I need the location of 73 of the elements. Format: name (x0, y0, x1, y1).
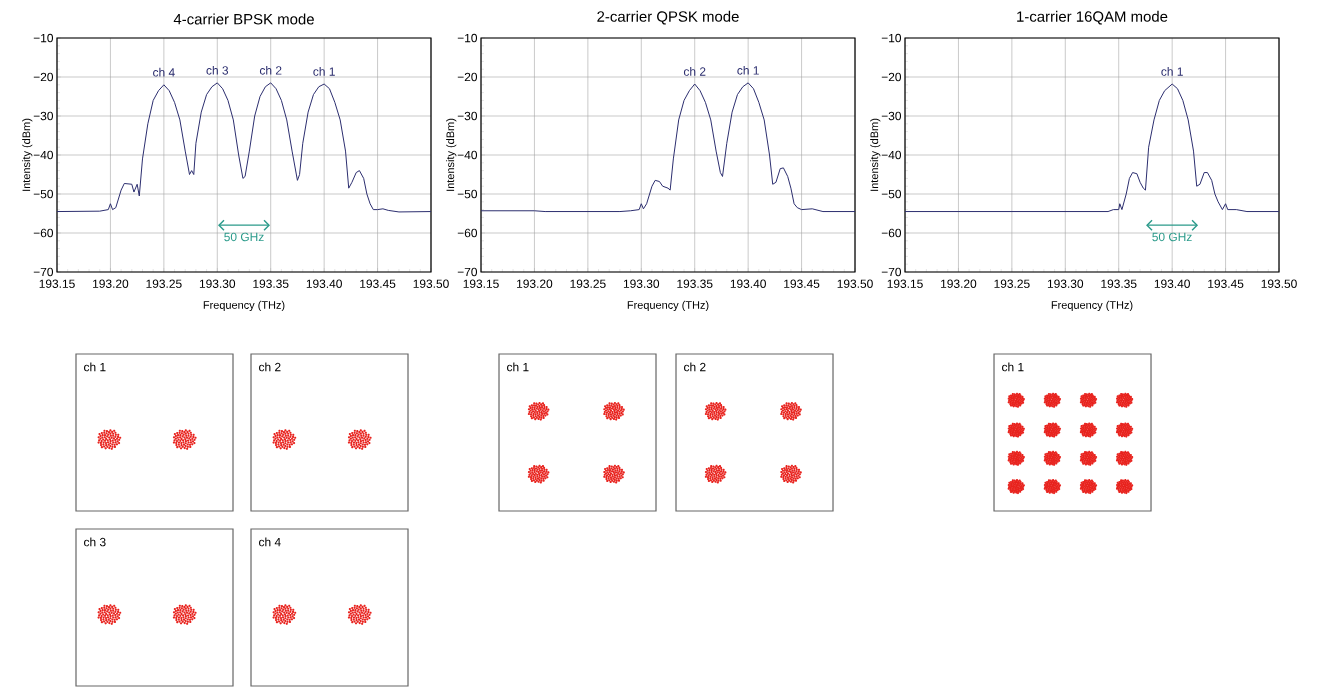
y-axis-title: Intensity (dBm) (22, 118, 33, 191)
y-tick-label: −40 (457, 150, 478, 160)
x-tick-label: 193.50 (1261, 279, 1297, 288)
annotation: ch 2 (259, 65, 282, 75)
annotation: ch 1 (1161, 67, 1183, 76)
chart-title: 2-carrier QPSK mode (597, 10, 739, 25)
x-tick-label: 193.25 (570, 279, 606, 288)
x-tick-label: 193.35 (253, 279, 289, 288)
x-axis-title: Frequency (THz) (203, 300, 285, 312)
y-axis-title: Intensity (dBm) (870, 118, 881, 191)
y-tick-label: −70 (457, 267, 478, 277)
y-tick-label: −60 (33, 228, 54, 238)
y-tick-label: −50 (33, 189, 54, 199)
chart-title: 1-carrier 16QAM mode (1017, 10, 1168, 25)
x-tick-label: 193.30 (199, 279, 236, 288)
y-tick-label: −10 (33, 33, 54, 43)
annotation: ch 1 (313, 67, 335, 76)
y-tick-label: −30 (457, 111, 478, 121)
text: ch 1 (507, 362, 529, 372)
x-tick-label: 193.45 (360, 279, 396, 288)
x-tick-label: 193.50 (837, 279, 873, 288)
annotation: ch 2 (683, 67, 706, 76)
text: ch 2 (684, 362, 706, 372)
x-tick-label: 193.15 (887, 279, 923, 288)
x-axis-title: Frequency (THz) (627, 300, 709, 312)
y-tick-label: −60 (457, 228, 478, 238)
y-tick-label: −10 (457, 33, 478, 43)
annotation: 50 GHz (1152, 232, 1192, 242)
y-tick-label: −10 (881, 33, 902, 43)
text: ch 1 (84, 362, 106, 372)
x-tick-label: 193.40 (306, 279, 342, 288)
text: ch 3 (84, 537, 106, 547)
y-tick-label: −20 (457, 72, 478, 82)
text: ch 1 (1002, 362, 1024, 372)
y-tick-label: −70 (33, 267, 54, 277)
y-tick-label: −70 (881, 267, 902, 277)
x-tick-label: 193.35 (1101, 279, 1137, 288)
x-tick-label: 193.15 (39, 279, 75, 288)
y-tick-label: −20 (33, 72, 54, 82)
y-tick-label: −40 (881, 150, 902, 160)
y-tick-label: −60 (881, 228, 902, 238)
chart-title: 4-carrier BPSK mode (173, 13, 314, 25)
x-tick-label: 193.25 (994, 279, 1030, 288)
x-tick-label: 193.20 (93, 279, 129, 288)
annotation: ch 3 (206, 65, 229, 75)
x-tick-label: 193.50 (413, 279, 449, 288)
y-tick-label: −30 (881, 111, 902, 121)
y-tick-label: −50 (457, 189, 478, 199)
x-tick-label: 193.45 (784, 279, 820, 288)
y-tick-label: −40 (33, 150, 54, 160)
x-tick-label: 193.40 (730, 279, 766, 288)
y-axis-title: Intensity (dBm) (446, 118, 457, 191)
annotation: ch 4 (153, 67, 175, 77)
x-tick-label: 193.40 (1154, 279, 1190, 288)
x-tick-label: 193.15 (463, 279, 499, 288)
x-tick-label: 193.20 (517, 279, 553, 288)
annotation: 50 GHz (224, 232, 264, 242)
x-tick-label: 193.25 (146, 279, 182, 288)
x-tick-label: 193.20 (941, 279, 977, 288)
x-tick-label: 193.45 (1208, 279, 1244, 288)
text: ch 2 (259, 362, 281, 372)
annotation: ch 1 (737, 65, 759, 75)
text: ch 4 (259, 537, 281, 547)
line-series (480, 82, 856, 213)
y-tick-label: −30 (33, 111, 54, 121)
x-tick-label: 193.30 (623, 279, 660, 288)
x-tick-label: 193.30 (1047, 279, 1084, 288)
line-series (56, 82, 432, 213)
x-axis-title: Frequency (THz) (1051, 300, 1133, 312)
x-tick-label: 193.35 (677, 279, 713, 288)
line-series (904, 83, 1280, 213)
y-tick-label: −50 (881, 189, 902, 199)
y-tick-label: −20 (881, 72, 902, 82)
